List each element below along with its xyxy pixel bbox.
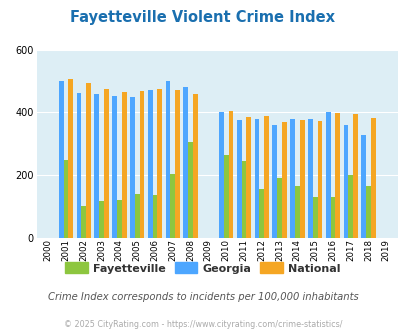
Bar	[122, 92, 126, 238]
Bar	[192, 94, 197, 238]
Bar	[99, 201, 104, 238]
Bar	[188, 142, 192, 238]
Bar	[335, 113, 339, 238]
Text: Crime Index corresponds to incidents per 100,000 inhabitants: Crime Index corresponds to incidents per…	[47, 292, 358, 302]
Bar	[86, 83, 91, 238]
Bar	[370, 117, 375, 238]
Bar	[175, 90, 179, 238]
Bar	[218, 112, 223, 238]
Text: Fayetteville Violent Crime Index: Fayetteville Violent Crime Index	[70, 10, 335, 25]
Bar	[290, 119, 294, 238]
Bar	[307, 119, 312, 238]
Bar	[223, 155, 228, 238]
Bar	[312, 197, 317, 238]
Bar	[139, 90, 144, 238]
Bar	[59, 81, 63, 238]
Bar	[347, 175, 352, 238]
Bar	[112, 96, 117, 238]
Bar	[152, 195, 157, 238]
Bar	[157, 89, 162, 238]
Bar	[365, 186, 370, 238]
Bar	[147, 90, 152, 238]
Bar	[81, 206, 86, 238]
Bar	[117, 200, 121, 238]
Bar	[360, 135, 365, 238]
Text: © 2025 CityRating.com - https://www.cityrating.com/crime-statistics/: © 2025 CityRating.com - https://www.city…	[64, 320, 341, 329]
Bar	[272, 125, 277, 238]
Bar	[317, 121, 322, 238]
Bar	[134, 194, 139, 238]
Bar	[343, 125, 347, 238]
Bar	[130, 97, 134, 238]
Bar	[299, 120, 304, 238]
Bar	[68, 79, 73, 238]
Bar	[330, 197, 335, 238]
Bar	[104, 89, 109, 238]
Bar	[281, 122, 286, 238]
Bar	[63, 160, 68, 238]
Bar	[76, 93, 81, 238]
Bar	[241, 161, 246, 238]
Bar	[294, 186, 299, 238]
Bar	[264, 116, 268, 238]
Bar	[183, 87, 188, 238]
Bar	[254, 119, 259, 238]
Bar	[170, 174, 175, 238]
Bar	[236, 120, 241, 238]
Bar	[259, 189, 264, 238]
Legend: Fayetteville, Georgia, National: Fayetteville, Georgia, National	[61, 258, 344, 278]
Bar	[277, 178, 281, 238]
Bar	[228, 111, 233, 238]
Bar	[246, 116, 251, 238]
Bar	[165, 82, 170, 238]
Bar	[325, 112, 330, 238]
Bar	[94, 94, 99, 238]
Bar	[352, 114, 357, 238]
